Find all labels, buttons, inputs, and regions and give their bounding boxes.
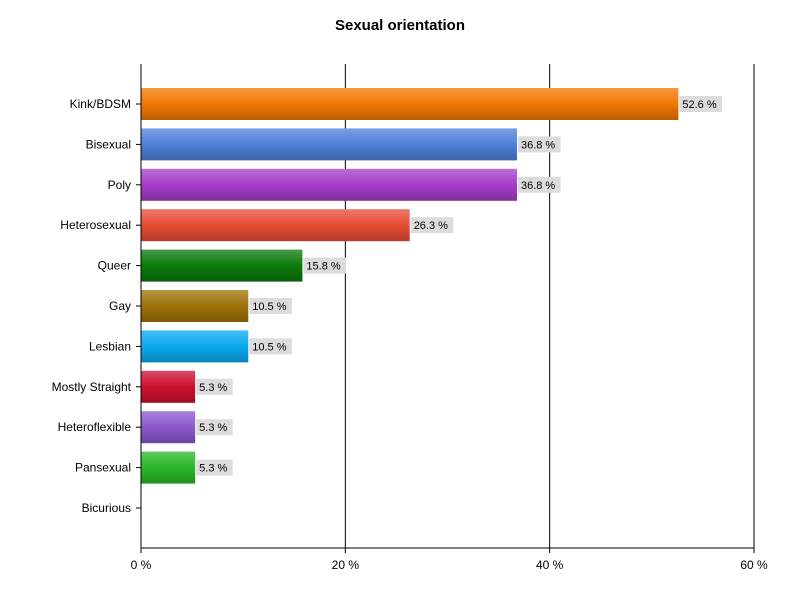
chart-title: Sexual orientation bbox=[334, 17, 466, 34]
bar bbox=[141, 249, 303, 282]
axes bbox=[136, 64, 755, 553]
data-label: 5.3 % bbox=[199, 382, 227, 394]
bar bbox=[141, 370, 196, 403]
bars bbox=[141, 88, 679, 484]
x-tick-label: 60 % bbox=[740, 558, 768, 572]
category-label: Bicurious bbox=[82, 501, 131, 515]
bar bbox=[141, 88, 679, 120]
data-label: 36.8 % bbox=[521, 139, 555, 151]
data-label-bg bbox=[517, 136, 561, 153]
bar bbox=[141, 451, 196, 484]
data-label: 15.8 % bbox=[306, 261, 340, 273]
bar bbox=[141, 330, 249, 363]
bar bbox=[141, 209, 410, 242]
data-label-bg bbox=[196, 459, 233, 476]
labels: 0 % 20 % 40 % 60 % Kink/BDSM 52.6 % Bisexual 36… bbox=[52, 96, 768, 572]
data-label: 26.3 % bbox=[414, 220, 448, 232]
data-label-bg bbox=[410, 217, 454, 234]
category-label: Queer bbox=[98, 259, 131, 273]
category-label: Pansexual bbox=[75, 461, 131, 475]
category-label: Mostly Straight bbox=[52, 380, 132, 394]
bar bbox=[141, 411, 196, 444]
data-label: 5.3 % bbox=[199, 422, 227, 434]
data-label: 10.5 % bbox=[252, 341, 286, 353]
x-tick-label: 0 % bbox=[131, 558, 152, 572]
category-label: Lesbian bbox=[89, 339, 131, 353]
bar bbox=[141, 128, 517, 161]
category-label: Heterosexual bbox=[60, 218, 131, 232]
category-label: Heteroflexible bbox=[58, 420, 132, 434]
category-label: Bisexual bbox=[86, 137, 131, 151]
category-label: Kink/BDSM bbox=[70, 97, 131, 111]
data-label-bg bbox=[303, 257, 347, 274]
data-label-bg bbox=[196, 378, 233, 395]
category-label: Poly bbox=[108, 178, 131, 192]
bar bbox=[141, 290, 249, 322]
data-label-bg bbox=[249, 338, 292, 355]
data-label: 10.5 % bbox=[252, 301, 286, 313]
data-label-bg bbox=[249, 298, 292, 314]
data-label: 52.6 % bbox=[682, 99, 716, 111]
x-tick-label: 20 % bbox=[332, 558, 360, 572]
category-label: Gay bbox=[109, 299, 131, 313]
data-label-bg bbox=[679, 96, 722, 112]
data-label: 5.3 % bbox=[199, 463, 227, 475]
data-label-bg bbox=[196, 419, 233, 436]
x-tick-label: 40 % bbox=[536, 558, 564, 572]
bar bbox=[141, 168, 517, 201]
data-label: 36.8 % bbox=[521, 180, 555, 192]
data-label-bg bbox=[517, 176, 561, 193]
